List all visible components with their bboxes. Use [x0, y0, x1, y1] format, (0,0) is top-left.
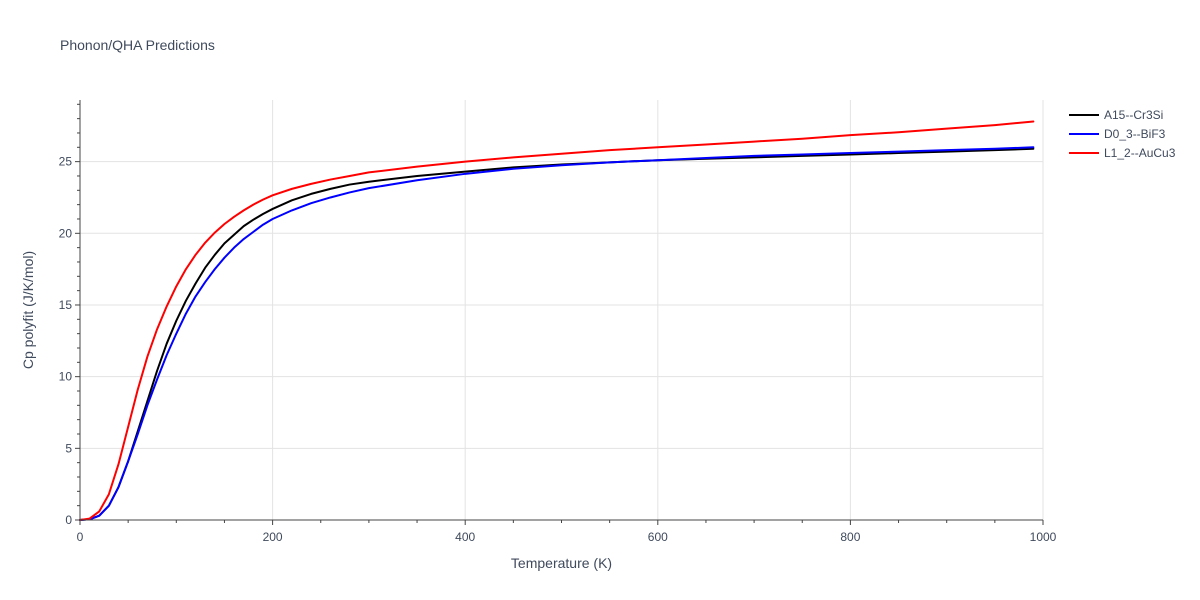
legend-label: A15--Cr3Si — [1104, 108, 1163, 122]
series-line-d0-3-bif3 — [79, 146, 1035, 521]
series-line-l1-2-aucu3 — [79, 120, 1035, 521]
x-tick-label: 0 — [77, 530, 84, 544]
x-tick-label: 400 — [455, 530, 475, 544]
y-tick-label: 15 — [59, 298, 73, 312]
x-tick-label: 200 — [263, 530, 283, 544]
grid-lines — [80, 100, 1044, 520]
legend-item[interactable]: D0_3--BiF3 — [1069, 127, 1166, 141]
chart-title: Phonon/QHA Predictions — [60, 37, 215, 53]
y-axis-title: Cp polyfit (J/K/mol) — [20, 251, 36, 369]
legend-label: D0_3--BiF3 — [1104, 127, 1166, 141]
legend-item[interactable]: A15--Cr3Si — [1069, 108, 1163, 122]
x-tick-label: 800 — [840, 530, 860, 544]
x-tick-label: 600 — [648, 530, 668, 544]
y-tick-label: 25 — [59, 155, 73, 169]
x-tick-label: 1000 — [1030, 530, 1057, 544]
legend[interactable]: A15--Cr3Si D0_3--BiF3 L1_2--AuCu3 — [1069, 108, 1176, 160]
axes: 0 200 400 600 800 1000 0 5 10 15 20 25 — [59, 100, 1057, 544]
legend-label: L1_2--AuCu3 — [1104, 146, 1176, 160]
y-tick-label: 5 — [65, 441, 72, 455]
series-line-a15-cr3si — [79, 147, 1035, 521]
y-tick-label: 10 — [59, 370, 73, 384]
plot-series — [79, 120, 1035, 521]
y-tick-label: 0 — [65, 513, 72, 527]
legend-item[interactable]: L1_2--AuCu3 — [1069, 146, 1176, 160]
x-axis-title: Temperature (K) — [511, 555, 612, 571]
y-tick-label: 20 — [59, 226, 73, 240]
